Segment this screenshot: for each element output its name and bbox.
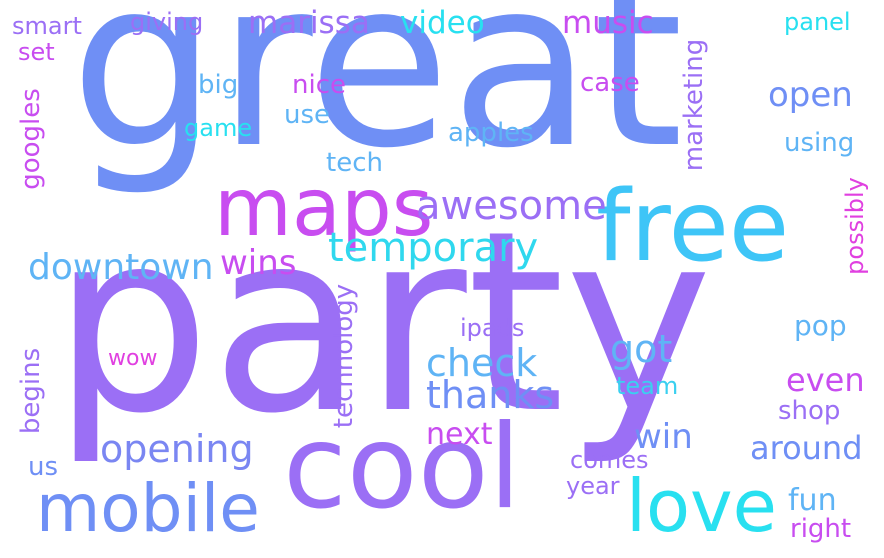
word-technology: technology (329, 283, 360, 429)
word-shop: shop (778, 396, 841, 426)
word-around: around (750, 429, 863, 467)
word-smart: smart (12, 12, 82, 40)
word-team: team (616, 372, 679, 400)
word-use: use (284, 100, 331, 130)
word-mobile: mobile (36, 470, 260, 547)
word-check: check (426, 341, 538, 385)
word-downtown: downtown (28, 247, 214, 288)
word-video: video (400, 5, 485, 41)
word-big: big (198, 70, 239, 100)
word-set: set (18, 38, 55, 66)
word-possibly: possibly (840, 177, 869, 275)
word-even: even (786, 361, 865, 399)
word-next: next (426, 417, 493, 452)
word-marketing: marketing (679, 38, 710, 172)
word-tech: tech (326, 148, 383, 178)
word-panel: panel (784, 8, 851, 36)
word-begins: begins (16, 347, 47, 435)
word-apples: apples (448, 118, 534, 148)
word-case: case (580, 68, 640, 98)
word-marissa: marissa (248, 5, 370, 41)
word-love: love (626, 464, 777, 548)
word-game: game (184, 114, 253, 142)
word-win: win (634, 417, 693, 457)
word-comes: comes (570, 446, 649, 474)
word-free: free (596, 170, 790, 284)
word-nice: nice (292, 70, 346, 100)
word-cool: cool (283, 400, 521, 535)
word-us: us (28, 452, 59, 482)
word-thanks: thanks (426, 373, 555, 417)
word-pop: pop (794, 309, 847, 342)
word-awesome: awesome (416, 183, 607, 229)
word-got: got (610, 327, 673, 371)
word-ipads: ipads (460, 314, 525, 342)
word-fun: fun (788, 483, 837, 518)
word-right: right (790, 514, 852, 544)
word-temporary: temporary (328, 225, 539, 271)
word-party: party (52, 177, 713, 468)
word-open: open (768, 75, 853, 115)
word-year: year (566, 472, 620, 500)
word-music: music (562, 5, 654, 41)
word-giving: giving (130, 8, 204, 36)
word-opening: opening (100, 427, 254, 471)
word-googles: googles (15, 88, 46, 190)
word-maps: maps (214, 161, 434, 254)
word-using: using (784, 128, 855, 158)
word-wow: wow (108, 346, 158, 371)
word-wins: wins (220, 243, 297, 283)
word-great: great (70, 0, 684, 199)
